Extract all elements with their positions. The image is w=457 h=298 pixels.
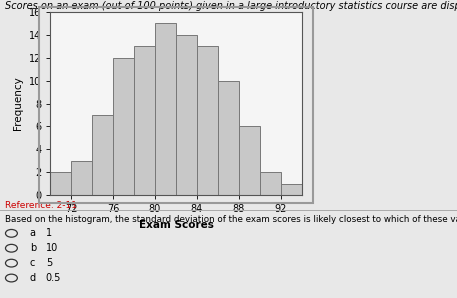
Bar bbox=[239, 126, 260, 195]
Bar bbox=[134, 46, 155, 195]
Text: c: c bbox=[30, 258, 35, 268]
Bar bbox=[92, 115, 113, 195]
Bar bbox=[197, 46, 218, 195]
Text: 10: 10 bbox=[46, 243, 58, 253]
Text: b: b bbox=[30, 243, 36, 253]
Text: a: a bbox=[30, 228, 36, 238]
Bar bbox=[50, 172, 71, 195]
Bar bbox=[113, 58, 134, 195]
X-axis label: Exam Scores: Exam Scores bbox=[138, 220, 213, 230]
Text: 1: 1 bbox=[46, 228, 52, 238]
Bar bbox=[260, 172, 281, 195]
Text: 5: 5 bbox=[46, 258, 52, 268]
Bar bbox=[71, 161, 92, 195]
Bar bbox=[281, 184, 302, 195]
Text: Reference: 2-11: Reference: 2-11 bbox=[5, 201, 77, 210]
Text: d: d bbox=[30, 273, 36, 283]
Text: Based on the histogram, the standard deviation of the exam scores is likely clos: Based on the histogram, the standard dev… bbox=[5, 215, 457, 224]
Text: Scores on an exam (out of 100 points) given in a large introductory statistics c: Scores on an exam (out of 100 points) gi… bbox=[5, 1, 457, 12]
Y-axis label: Frequency: Frequency bbox=[13, 77, 23, 131]
Bar bbox=[176, 35, 197, 195]
Text: 0.5: 0.5 bbox=[46, 273, 61, 283]
Bar bbox=[155, 23, 176, 195]
Bar bbox=[218, 81, 239, 195]
